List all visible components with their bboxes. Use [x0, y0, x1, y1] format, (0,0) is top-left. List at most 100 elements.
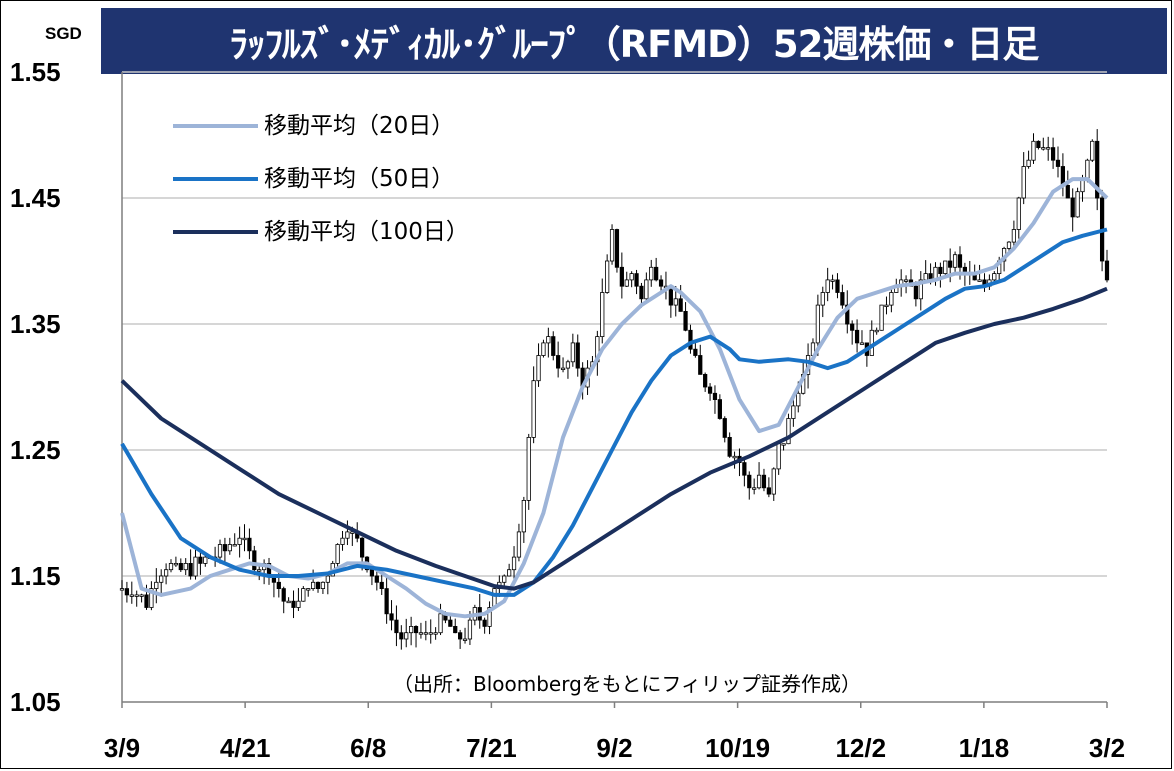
candlestick [458, 629, 463, 649]
candle-body [144, 594, 149, 608]
candle-body [1065, 184, 1070, 199]
candle-body [1070, 197, 1075, 218]
candle-body [409, 626, 414, 634]
candlestick [232, 533, 237, 547]
candle-body [281, 588, 286, 602]
candlestick [1055, 146, 1061, 178]
legend-label: 移動平均（20日） [264, 113, 454, 139]
candle-body [977, 279, 982, 282]
y-tick-label: 1.15 [10, 561, 61, 591]
candlestick [678, 284, 683, 312]
candle-body [188, 563, 193, 577]
candle-body [227, 544, 232, 552]
candle-body [1031, 140, 1036, 161]
candlestick [644, 272, 649, 301]
candlestick [154, 568, 159, 604]
candle-body [923, 273, 928, 281]
candle-body [134, 594, 139, 597]
candlestick [247, 528, 252, 560]
candlestick [1070, 188, 1075, 232]
candle-body [384, 588, 389, 615]
candlestick [624, 271, 629, 287]
candlestick [438, 603, 443, 636]
candle-body [119, 588, 125, 591]
candle-body [732, 455, 737, 459]
x-tick-label: 7/21 [466, 733, 517, 763]
candlestick [399, 625, 404, 650]
candle-body [1075, 191, 1080, 218]
candlestick [462, 627, 468, 644]
candlestick [413, 625, 419, 648]
candle-body [943, 260, 948, 275]
candle-body [742, 462, 747, 476]
candle-body [556, 355, 561, 369]
candlestick [203, 555, 208, 567]
source-note: （出所：Bloombergをもとにフィリップ証券作成） [393, 672, 861, 696]
candle-body [913, 285, 918, 300]
candlestick [658, 275, 664, 293]
candlestick [252, 545, 257, 576]
candle-body [712, 392, 718, 400]
candlestick [1036, 140, 1041, 150]
candlestick [1104, 249, 1110, 283]
candle-body [448, 619, 453, 627]
candle-body [992, 273, 997, 281]
candlestick [884, 296, 889, 315]
candle-body [761, 474, 767, 489]
candle-body [222, 544, 228, 552]
candlestick [663, 271, 669, 300]
candlestick [982, 273, 987, 292]
candlestick [570, 333, 575, 367]
title-bar: ﾗｯﾌﾙｽﾞ･ﾒﾃﾞｨｶﾙ･ｸﾞﾙｰﾌﾟ（RFMD）52週株価・日足 [101, 8, 1167, 74]
candle-body [678, 298, 683, 312]
candle-body [707, 386, 713, 394]
candlestick [575, 334, 580, 377]
candlestick [291, 590, 296, 619]
candle-body [879, 304, 884, 331]
candlestick [683, 302, 688, 332]
candle-body [306, 588, 311, 591]
candle-body [1085, 159, 1090, 180]
y-tick-label: 1.05 [10, 687, 61, 717]
candle-body [301, 588, 306, 602]
candle-body [1041, 147, 1046, 150]
candlestick [384, 575, 389, 624]
candlestick [124, 581, 130, 603]
candle-body [575, 342, 580, 369]
candle-body [903, 279, 909, 282]
candle-body [771, 468, 776, 495]
candlestick [1060, 153, 1066, 197]
candle-body [1011, 229, 1017, 243]
moving-average-lines [120, 177, 1109, 619]
candlestick [879, 304, 884, 331]
candle-body [526, 436, 531, 501]
candlestick [433, 627, 438, 640]
candlestick [1090, 139, 1095, 163]
candle-body [634, 273, 639, 287]
candle-body [154, 581, 159, 589]
candlestick [335, 543, 340, 570]
candle-body [286, 600, 291, 604]
candle-body [825, 279, 830, 293]
tick-labels: 1.05 1.15 1.25 1.35 1.45 1.55 3/9 4/21 6/8 7/21 9/… [10, 57, 1125, 763]
x-tick-label: 3/9 [104, 733, 140, 763]
candlestick [560, 357, 566, 373]
candle-body [551, 336, 556, 356]
candlestick [899, 269, 904, 297]
candlestick [261, 559, 267, 585]
candle-body [173, 563, 179, 566]
candlestick [507, 563, 512, 577]
candle-body [820, 292, 825, 306]
candle-body [693, 348, 698, 356]
candlestick [938, 262, 943, 288]
candlestick [850, 320, 855, 345]
candlestick [266, 557, 272, 585]
candle-body [252, 550, 257, 571]
candlestick [271, 574, 277, 598]
chart-title: ﾗｯﾌﾙｽﾞ･ﾒﾃﾞｨｶﾙ･ｸﾞﾙｰﾌﾟ（RFMD）52週株価・日足 [229, 23, 1040, 66]
candlestick [703, 372, 708, 392]
candlestick [119, 580, 125, 591]
candlestick [609, 224, 615, 265]
candle-body [335, 544, 340, 564]
candle-body [129, 594, 134, 597]
